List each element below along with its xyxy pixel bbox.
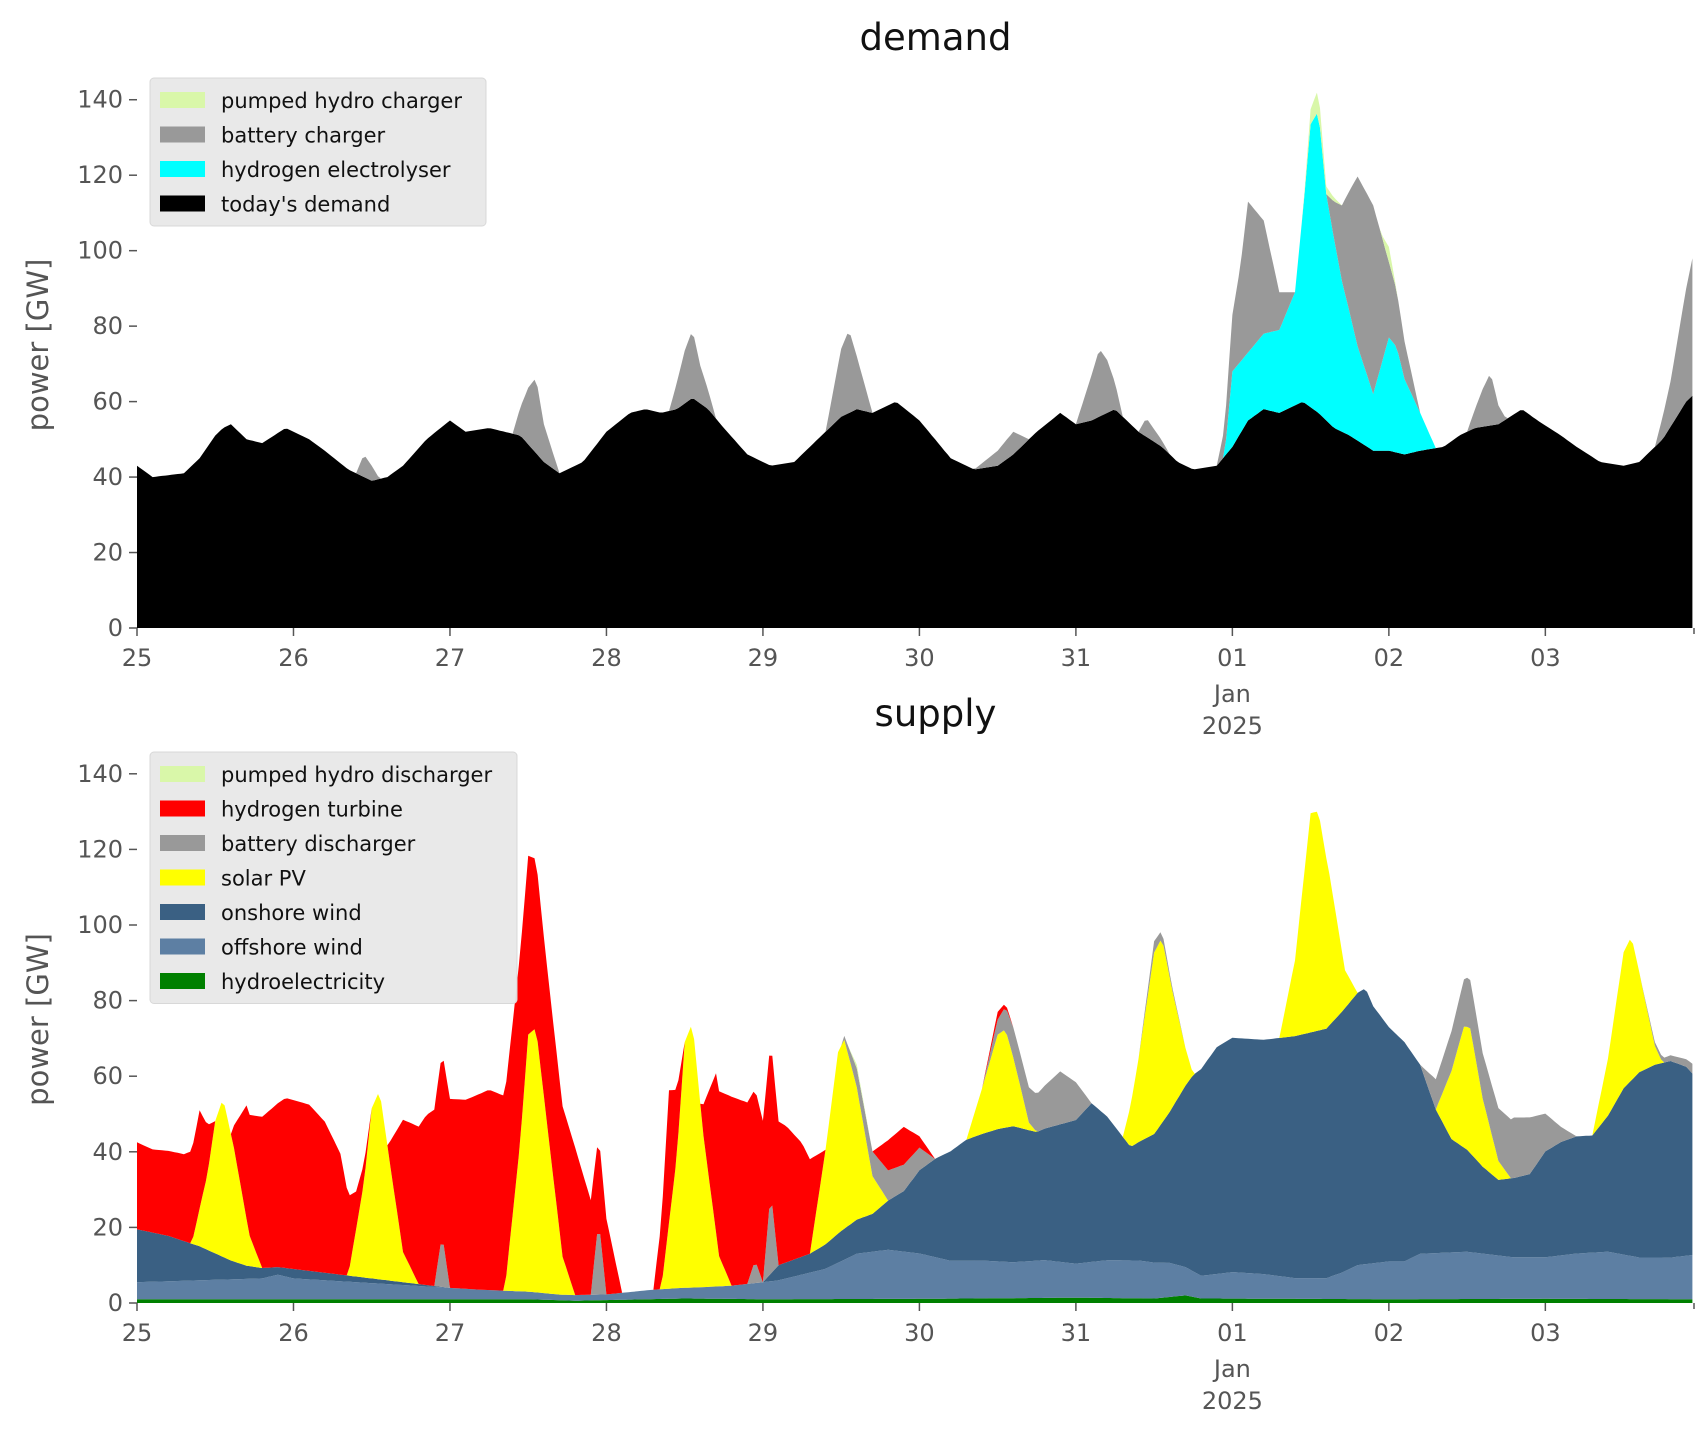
legend-label: pumped hydro discharger xyxy=(221,763,492,787)
y-tick-label: 40 xyxy=(92,1138,123,1166)
legend-swatch xyxy=(160,766,205,782)
legend-label: today's demand xyxy=(221,193,390,217)
y-tick-label: 120 xyxy=(77,835,123,863)
area-onshore-wind xyxy=(137,989,1693,1296)
legend-label: hydrogen electrolyser xyxy=(221,158,451,182)
area-solar-pv xyxy=(137,811,1693,1296)
x-tick-label: 29 xyxy=(748,644,779,672)
legend-label: offshore wind xyxy=(221,936,363,960)
x-tick-sublabel: Jan xyxy=(1212,680,1251,708)
chart-title: supply xyxy=(875,692,997,735)
x-tick-label: 01 xyxy=(1217,1319,1248,1347)
area-battery-charger xyxy=(137,113,1693,481)
legend-label: pumped hydro charger xyxy=(221,89,462,113)
stacked-areas xyxy=(137,92,1693,628)
area-offshore-wind xyxy=(137,1249,1693,1301)
y-tick-label: 100 xyxy=(77,911,123,939)
x-tick-label: 28 xyxy=(591,644,622,672)
x-tick-label: 25 xyxy=(122,644,153,672)
y-tick-label: 120 xyxy=(77,161,123,189)
x-tick-label: 28 xyxy=(591,1319,622,1347)
area-hydroelectricity xyxy=(137,1295,1693,1303)
legend-swatch xyxy=(160,938,205,955)
chart-title: demand xyxy=(860,16,1012,59)
y-tick-label: 60 xyxy=(92,388,123,416)
y-tick-label: 100 xyxy=(77,237,123,265)
x-tick-label: 31 xyxy=(1061,644,1092,672)
x-tick-label: 26 xyxy=(278,644,309,672)
x-tick-label: 01 xyxy=(1217,644,1248,672)
legend: pumped hydro discharger hydrogen turbine b… xyxy=(149,751,518,1004)
x-tick-sublabel: 2025 xyxy=(1202,712,1263,740)
x-tick-label: 27 xyxy=(435,1319,466,1347)
legend-swatch xyxy=(160,869,205,886)
legend-swatch xyxy=(160,800,205,817)
x-tick-sublabel: Jan xyxy=(1212,1355,1251,1383)
legend-box xyxy=(149,77,487,227)
x-tick-label: 30 xyxy=(904,1319,935,1347)
y-tick-label: 0 xyxy=(108,614,123,642)
legend-swatch xyxy=(160,835,205,851)
y-axis-label: power [GW] xyxy=(21,259,55,432)
legend-label: hydrogen turbine xyxy=(221,798,403,822)
legend-box xyxy=(149,751,518,1004)
legend-label: solar PV xyxy=(221,867,306,891)
area-hydrogen-turbine xyxy=(137,811,1693,1296)
x-tick-label: 27 xyxy=(435,644,466,672)
area-today-s-demand xyxy=(137,395,1693,628)
x-tick-label: 25 xyxy=(122,1319,153,1347)
x-tick-label: 26 xyxy=(278,1319,309,1347)
y-tick-label: 140 xyxy=(77,760,123,788)
y-tick-label: 40 xyxy=(92,463,123,491)
x-tick-label: 31 xyxy=(1061,1319,1092,1347)
x-tick-label: 02 xyxy=(1374,1319,1405,1347)
legend-label: battery discharger xyxy=(221,832,416,856)
y-tick-label: 80 xyxy=(92,312,123,340)
stacked-areas xyxy=(137,811,1693,1303)
area-hydrogen-electrolyser xyxy=(137,113,1693,481)
x-tick-label: 03 xyxy=(1530,1319,1561,1347)
x-tick-label: 02 xyxy=(1374,644,1405,672)
y-tick-label: 0 xyxy=(108,1289,123,1317)
legend-swatch xyxy=(160,92,205,108)
y-tick-label: 20 xyxy=(92,539,123,567)
y-axis-label: power [GW] xyxy=(21,933,55,1106)
legend: pumped hydro charger battery charger hydro… xyxy=(149,77,487,227)
legend-swatch xyxy=(160,195,205,212)
y-tick-label: 80 xyxy=(92,987,123,1015)
x-tick-sublabel: 2025 xyxy=(1202,1387,1263,1415)
x-tick-label: 29 xyxy=(748,1319,779,1347)
x-tick-label: 30 xyxy=(904,644,935,672)
legend-swatch xyxy=(160,161,205,177)
legend-label: onshore wind xyxy=(221,901,362,925)
y-tick-label: 60 xyxy=(92,1062,123,1090)
legend-label: battery charger xyxy=(221,124,386,148)
legend-swatch xyxy=(160,973,205,989)
legend-swatch xyxy=(160,126,205,143)
legend-swatch xyxy=(160,904,205,920)
y-tick-label: 20 xyxy=(92,1213,123,1241)
x-tick-label: 03 xyxy=(1530,644,1561,672)
y-tick-label: 140 xyxy=(77,86,123,114)
legend-label: hydroelectricity xyxy=(221,970,385,994)
